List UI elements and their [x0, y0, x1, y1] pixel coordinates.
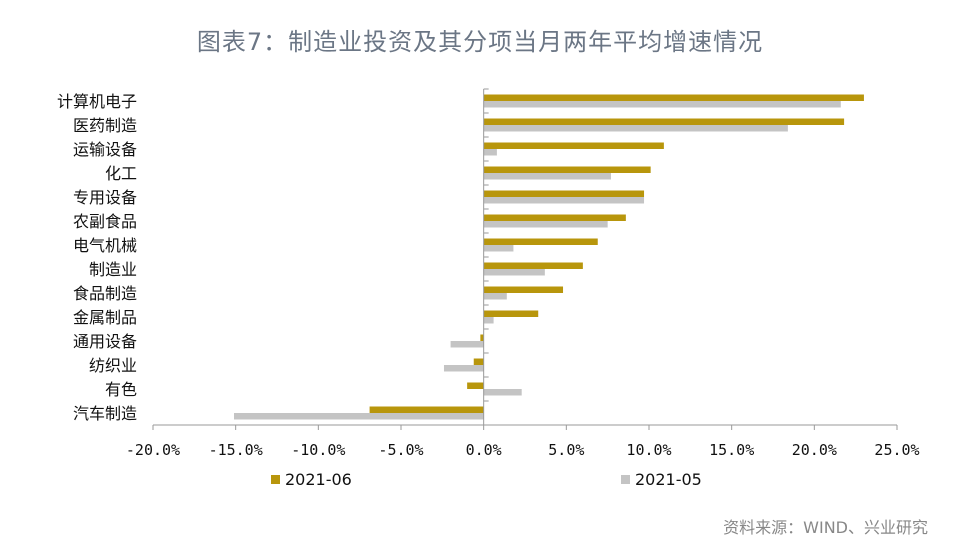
category-label: 金属制品	[73, 308, 137, 327]
bar-2021-05-汽车制造	[234, 413, 484, 420]
category-label: 食品制造	[73, 284, 137, 303]
category-label: 农副食品	[73, 212, 137, 231]
x-tick-label: -10.0%	[291, 441, 345, 459]
bar-2021-05-有色	[483, 389, 522, 396]
category-label: 纺织业	[89, 356, 137, 375]
bar-2021-05-纺织业	[443, 365, 484, 372]
x-tick-label: -5.0%	[378, 441, 423, 459]
x-tick-label: 25.0%	[874, 441, 919, 459]
x-tick-label: -15.0%	[209, 441, 263, 459]
bar-2021-05-制造业	[483, 269, 545, 276]
bar-2021-06-专用设备	[483, 190, 645, 197]
source-note: 资料来源：WIND、兴业研究	[723, 518, 928, 537]
legend-label: 2021-05	[635, 470, 702, 489]
bar-2021-06-农副食品	[483, 214, 626, 221]
bar-2021-06-制造业	[483, 262, 583, 269]
bar-2021-06-纺织业	[473, 358, 484, 365]
x-tick-label: -20.0%	[126, 441, 180, 459]
bar-2021-05-农副食品	[483, 221, 608, 228]
category-label: 专用设备	[73, 188, 137, 207]
chart-title: 图表7：制造业投资及其分项当月两年平均增速情况	[196, 28, 764, 56]
bar-2021-06-金属制品	[483, 310, 539, 317]
legend-label: 2021-06	[285, 470, 352, 489]
bar-2021-06-医药制造	[483, 118, 845, 125]
x-tick-label: 0.0%	[466, 441, 502, 459]
x-tick-label: 10.0%	[626, 441, 671, 459]
category-label: 制造业	[89, 260, 137, 279]
x-tick-label: 20.0%	[792, 441, 837, 459]
bar-2021-05-计算机电子	[483, 101, 841, 108]
category-label: 计算机电子	[57, 92, 137, 111]
bar-2021-05-电气机械	[483, 245, 514, 252]
category-label: 通用设备	[73, 332, 137, 351]
category-label: 运输设备	[73, 140, 137, 159]
bar-2021-06-有色	[467, 382, 484, 389]
bar-2021-05-医药制造	[483, 125, 788, 132]
category-label: 有色	[105, 380, 137, 399]
bar-2021-06-汽车制造	[369, 406, 484, 413]
bar-2021-05-金属制品	[483, 317, 494, 324]
bar-2021-06-运输设备	[483, 142, 664, 149]
bar-2021-05-专用设备	[483, 197, 645, 204]
bar-2021-05-化工	[483, 173, 611, 180]
category-label: 医药制造	[73, 116, 137, 135]
bar-2021-05-运输设备	[483, 149, 497, 156]
bar-2021-06-食品制造	[483, 286, 564, 293]
category-label: 汽车制造	[73, 404, 137, 423]
bar-2021-05-食品制造	[483, 293, 507, 300]
bar-2021-05-通用设备	[450, 341, 484, 348]
bar-2021-06-化工	[483, 166, 651, 173]
legend-swatch-2021-05	[621, 475, 630, 484]
category-label: 电气机械	[73, 236, 137, 255]
bar-2021-06-电气机械	[483, 238, 598, 245]
bar-2021-06-计算机电子	[483, 94, 864, 101]
category-label: 化工	[105, 164, 137, 183]
bar-2021-06-通用设备	[480, 334, 484, 341]
x-tick-label: 5.0%	[548, 441, 584, 459]
x-tick-label: 15.0%	[709, 441, 754, 459]
legend-swatch-2021-06	[271, 475, 280, 484]
